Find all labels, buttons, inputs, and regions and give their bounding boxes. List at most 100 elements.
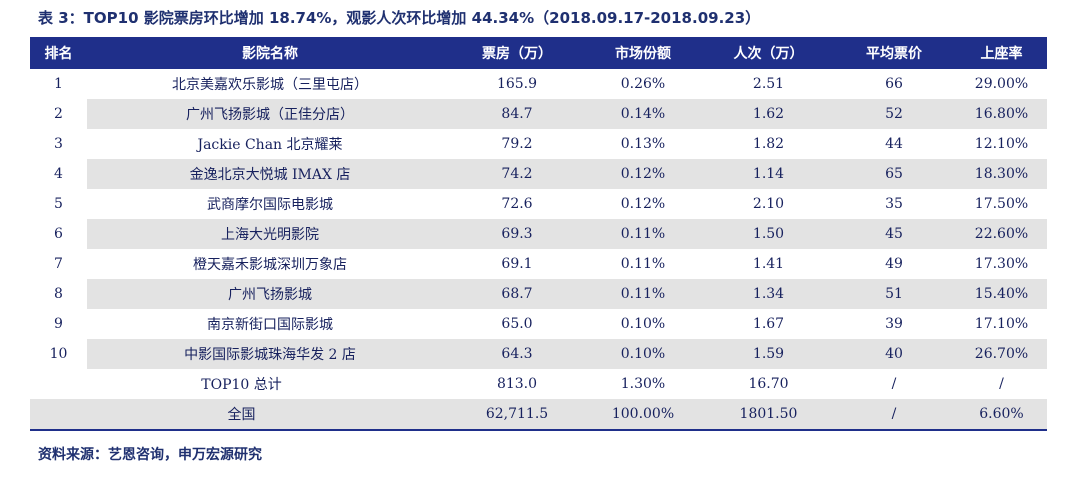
avg-price-cell: / [832,369,956,399]
table-row: 6 上海大光明影院 69.3 0.11% 1.50 45 22.60% [30,219,1047,249]
cinema-name-cell: 橙天嘉禾影城深圳万象店 [193,257,347,273]
table-row: 3 Jackie Chan 北京耀莱 79.2 0.13% 1.82 44 12… [30,129,1047,159]
header-occupancy: 上座率 [956,37,1047,69]
boxoffice-cell: 79.2 [501,136,533,152]
attendance-cell: 1.67 [752,316,785,332]
attendance-cell: 1.59 [705,339,832,369]
boxoffice-cell: 69.1 [501,256,533,272]
rank-cell: 8 [30,279,87,309]
boxoffice-cell: 72.6 [501,196,533,212]
total-label-cell: TOP10 总计 [30,369,453,399]
share-cell: 0.13% [620,136,666,152]
cinema-name-cell: 金逸北京大悦城 IMAX 店 [87,159,453,189]
occupancy-cell: 18.30% [956,159,1047,189]
table-header-row: 排名 影院名称 票房（万） 市场份额 人次（万） 平均票价 上座率 [30,37,1047,69]
occupancy-cell: 29.00% [974,76,1029,92]
occupancy-cell: 22.60% [956,219,1047,249]
share-cell: 0.14% [581,99,705,129]
boxoffice-cell: 813.0 [453,369,581,399]
cinema-name-cell: Jackie Chan 北京耀莱 [197,137,343,153]
table-row: 5 武商摩尔国际电影城 72.6 0.12% 2.10 35 17.50% [30,189,1047,219]
header-rank: 排名 [30,37,87,69]
cinema-name-cell: 北京美嘉欢乐影城（三里屯店） [172,77,368,93]
rank-cell: 4 [30,159,87,189]
avg-price-cell: / [832,399,956,431]
boxoffice-cell: 64.3 [453,339,581,369]
table-row: 1 北京美嘉欢乐影城（三里屯店） 165.9 0.26% 2.51 66 29.… [30,69,1047,99]
attendance-cell: 1.34 [705,279,832,309]
rank-cell: 2 [30,99,87,129]
avg-price-cell: 40 [832,339,956,369]
avg-price-cell: 49 [885,256,903,272]
table-row: 8 广州飞扬影城 68.7 0.11% 1.34 51 15.40% [30,279,1047,309]
header-market-share: 市场份额 [581,37,705,69]
avg-price-cell: 65 [832,159,956,189]
total-label-cell: 全国 [30,399,453,431]
header-boxoffice: 票房（万） [453,37,581,69]
table-row: 7 橙天嘉禾影城深圳万象店 69.1 0.11% 1.41 49 17.30% [30,249,1047,279]
rank-cell: 7 [54,256,63,272]
boxoffice-cell: 68.7 [453,279,581,309]
share-cell: 0.11% [581,219,705,249]
avg-price-cell: 66 [885,76,903,92]
avg-price-cell: 52 [832,99,956,129]
cinema-ranking-table: 排名 影院名称 票房（万） 市场份额 人次（万） 平均票价 上座率 1 北京美嘉… [30,37,1047,431]
top10-total-row: TOP10 总计 813.0 1.30% 16.70 / / [30,369,1047,399]
cinema-name-cell: 上海大光明影院 [87,219,453,249]
occupancy-cell: 12.10% [974,136,1029,152]
boxoffice-cell: 84.7 [453,99,581,129]
share-cell: 0.12% [620,196,666,212]
occupancy-cell: 16.80% [956,99,1047,129]
avg-price-cell: 45 [832,219,956,249]
header-attendance: 人次（万） [705,37,832,69]
rank-cell: 1 [54,76,63,92]
attendance-cell: 1.14 [705,159,832,189]
source-note: 资料来源：艺恩咨询，申万宏源研究 [38,447,262,463]
rank-cell: 5 [54,196,63,212]
attendance-cell: 1801.50 [705,399,832,431]
cinema-name-cell: 武商摩尔国际电影城 [207,197,333,213]
attendance-cell: 1.82 [752,136,785,152]
attendance-cell: 2.51 [752,76,785,92]
occupancy-cell: 17.50% [974,196,1029,212]
rank-cell: 3 [54,136,63,152]
occupancy-cell: 17.30% [974,256,1029,272]
boxoffice-cell: 62,711.5 [453,399,581,431]
avg-price-cell: 51 [832,279,956,309]
boxoffice-cell: 65.0 [501,316,533,332]
rank-cell: 6 [30,219,87,249]
table-row: 9 南京新街口国际影城 65.0 0.10% 1.67 39 17.10% [30,309,1047,339]
occupancy-cell: 26.70% [956,339,1047,369]
share-cell: 0.11% [620,256,666,272]
rank-cell: 10 [30,339,87,369]
attendance-cell: 1.50 [705,219,832,249]
table-row: 4 金逸北京大悦城 IMAX 店 74.2 0.12% 1.14 65 18.3… [30,159,1047,189]
boxoffice-cell: 69.3 [453,219,581,249]
table-row: 10 中影国际影城珠海华发 2 店 64.3 0.10% 1.59 40 26.… [30,339,1047,369]
occupancy-cell: 15.40% [956,279,1047,309]
attendance-cell: 16.70 [705,369,832,399]
share-cell: 0.11% [581,279,705,309]
share-cell: 100.00% [581,399,705,431]
occupancy-cell: 17.10% [974,316,1029,332]
share-cell: 0.10% [620,316,666,332]
share-cell: 0.10% [581,339,705,369]
share-cell: 0.26% [620,76,666,92]
occupancy-cell: / [956,369,1047,399]
cinema-name-cell: 广州飞扬影城（正佳分店） [87,99,453,129]
header-avg-price: 平均票价 [832,37,956,69]
table-caption: 表 3：TOP10 影院票房环比增加 18.74%，观影人次环比增加 44.34… [38,9,761,27]
share-cell: 0.12% [581,159,705,189]
avg-price-cell: 39 [885,316,903,332]
share-cell: 1.30% [581,369,705,399]
national-total-row: 全国 62,711.5 100.00% 1801.50 / 6.60% [30,399,1047,431]
attendance-cell: 2.10 [752,196,785,212]
attendance-cell: 1.62 [705,99,832,129]
avg-price-cell: 35 [885,196,903,212]
attendance-cell: 1.41 [752,256,785,272]
header-cinema-name: 影院名称 [87,37,453,69]
avg-price-cell: 44 [885,136,903,152]
table-row: 2 广州飞扬影城（正佳分店） 84.7 0.14% 1.62 52 16.80% [30,99,1047,129]
boxoffice-cell: 74.2 [453,159,581,189]
cinema-name-cell: 广州飞扬影城 [87,279,453,309]
